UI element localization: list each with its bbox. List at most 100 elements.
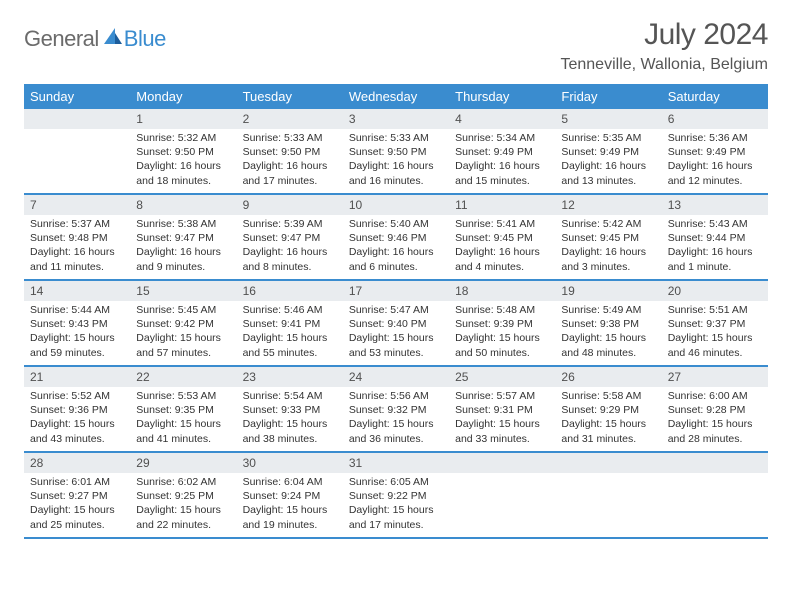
weeks-container: 1Sunrise: 5:32 AMSunset: 9:50 PMDaylight… <box>24 109 768 539</box>
day-detail: Sunrise: 5:47 AMSunset: 9:40 PMDaylight:… <box>343 301 449 364</box>
day-number: 17 <box>343 281 449 301</box>
day-cell: 18Sunrise: 5:48 AMSunset: 9:39 PMDayligh… <box>449 281 555 365</box>
day-detail: Sunrise: 5:56 AMSunset: 9:32 PMDaylight:… <box>343 387 449 450</box>
day-detail: Sunrise: 6:04 AMSunset: 9:24 PMDaylight:… <box>237 473 343 536</box>
day-cell: 30Sunrise: 6:04 AMSunset: 9:24 PMDayligh… <box>237 453 343 537</box>
day-number: 4 <box>449 109 555 129</box>
day-header: Monday <box>130 84 236 109</box>
day-cell <box>662 453 768 537</box>
day-detail: Sunrise: 5:49 AMSunset: 9:38 PMDaylight:… <box>555 301 661 364</box>
day-number: 25 <box>449 367 555 387</box>
day-detail: Sunrise: 5:57 AMSunset: 9:31 PMDaylight:… <box>449 387 555 450</box>
week-row: 21Sunrise: 5:52 AMSunset: 9:36 PMDayligh… <box>24 367 768 453</box>
day-number: 5 <box>555 109 661 129</box>
logo-triangle-icon <box>104 28 122 49</box>
day-cell: 27Sunrise: 6:00 AMSunset: 9:28 PMDayligh… <box>662 367 768 451</box>
day-cell: 21Sunrise: 5:52 AMSunset: 9:36 PMDayligh… <box>24 367 130 451</box>
day-cell: 19Sunrise: 5:49 AMSunset: 9:38 PMDayligh… <box>555 281 661 365</box>
day-number: 27 <box>662 367 768 387</box>
day-cell: 16Sunrise: 5:46 AMSunset: 9:41 PMDayligh… <box>237 281 343 365</box>
day-header: Wednesday <box>343 84 449 109</box>
day-detail: Sunrise: 6:00 AMSunset: 9:28 PMDaylight:… <box>662 387 768 450</box>
week-row: 28Sunrise: 6:01 AMSunset: 9:27 PMDayligh… <box>24 453 768 539</box>
day-number: 10 <box>343 195 449 215</box>
day-number: 20 <box>662 281 768 301</box>
day-detail: Sunrise: 5:35 AMSunset: 9:49 PMDaylight:… <box>555 129 661 192</box>
day-cell: 11Sunrise: 5:41 AMSunset: 9:45 PMDayligh… <box>449 195 555 279</box>
day-number: 11 <box>449 195 555 215</box>
week-row: 1Sunrise: 5:32 AMSunset: 9:50 PMDaylight… <box>24 109 768 195</box>
location: Tenneville, Wallonia, Belgium <box>560 56 768 74</box>
day-cell: 28Sunrise: 6:01 AMSunset: 9:27 PMDayligh… <box>24 453 130 537</box>
day-detail: Sunrise: 5:36 AMSunset: 9:49 PMDaylight:… <box>662 129 768 192</box>
day-cell: 13Sunrise: 5:43 AMSunset: 9:44 PMDayligh… <box>662 195 768 279</box>
day-detail: Sunrise: 5:52 AMSunset: 9:36 PMDaylight:… <box>24 387 130 450</box>
month-title: July 2024 <box>560 18 768 52</box>
day-detail: Sunrise: 6:01 AMSunset: 9:27 PMDaylight:… <box>24 473 130 536</box>
day-cell <box>555 453 661 537</box>
day-detail: Sunrise: 5:37 AMSunset: 9:48 PMDaylight:… <box>24 215 130 278</box>
day-detail: Sunrise: 5:40 AMSunset: 9:46 PMDaylight:… <box>343 215 449 278</box>
day-number: 7 <box>24 195 130 215</box>
day-cell: 2Sunrise: 5:33 AMSunset: 9:50 PMDaylight… <box>237 109 343 193</box>
day-cell: 3Sunrise: 5:33 AMSunset: 9:50 PMDaylight… <box>343 109 449 193</box>
day-number: 22 <box>130 367 236 387</box>
day-number: 21 <box>24 367 130 387</box>
day-header: Saturday <box>662 84 768 109</box>
day-number: 28 <box>24 453 130 473</box>
day-number: 30 <box>237 453 343 473</box>
day-header: Tuesday <box>237 84 343 109</box>
day-number: 2 <box>237 109 343 129</box>
day-cell: 4Sunrise: 5:34 AMSunset: 9:49 PMDaylight… <box>449 109 555 193</box>
day-number: 8 <box>130 195 236 215</box>
day-cell: 8Sunrise: 5:38 AMSunset: 9:47 PMDaylight… <box>130 195 236 279</box>
day-detail: Sunrise: 5:45 AMSunset: 9:42 PMDaylight:… <box>130 301 236 364</box>
day-cell: 5Sunrise: 5:35 AMSunset: 9:49 PMDaylight… <box>555 109 661 193</box>
week-row: 14Sunrise: 5:44 AMSunset: 9:43 PMDayligh… <box>24 281 768 367</box>
day-detail: Sunrise: 5:58 AMSunset: 9:29 PMDaylight:… <box>555 387 661 450</box>
day-detail: Sunrise: 6:02 AMSunset: 9:25 PMDaylight:… <box>130 473 236 536</box>
day-number-empty <box>449 453 555 473</box>
day-cell <box>449 453 555 537</box>
day-number: 29 <box>130 453 236 473</box>
day-detail: Sunrise: 5:38 AMSunset: 9:47 PMDaylight:… <box>130 215 236 278</box>
day-cell: 1Sunrise: 5:32 AMSunset: 9:50 PMDaylight… <box>130 109 236 193</box>
logo-text-blue: Blue <box>124 26 166 52</box>
day-detail: Sunrise: 5:34 AMSunset: 9:49 PMDaylight:… <box>449 129 555 192</box>
day-cell: 22Sunrise: 5:53 AMSunset: 9:35 PMDayligh… <box>130 367 236 451</box>
day-number: 15 <box>130 281 236 301</box>
day-detail: Sunrise: 5:41 AMSunset: 9:45 PMDaylight:… <box>449 215 555 278</box>
day-number: 13 <box>662 195 768 215</box>
page-header: General Blue July 2024 Tenneville, Wallo… <box>24 18 768 74</box>
day-detail: Sunrise: 6:05 AMSunset: 9:22 PMDaylight:… <box>343 473 449 536</box>
day-number-empty <box>662 453 768 473</box>
logo-text-general: General <box>24 26 99 52</box>
day-number: 9 <box>237 195 343 215</box>
day-number: 26 <box>555 367 661 387</box>
day-detail: Sunrise: 5:51 AMSunset: 9:37 PMDaylight:… <box>662 301 768 364</box>
day-cell: 23Sunrise: 5:54 AMSunset: 9:33 PMDayligh… <box>237 367 343 451</box>
calendar-page: General Blue July 2024 Tenneville, Wallo… <box>0 0 792 551</box>
day-number: 12 <box>555 195 661 215</box>
day-detail: Sunrise: 5:33 AMSunset: 9:50 PMDaylight:… <box>237 129 343 192</box>
day-detail: Sunrise: 5:39 AMSunset: 9:47 PMDaylight:… <box>237 215 343 278</box>
day-cell: 6Sunrise: 5:36 AMSunset: 9:49 PMDaylight… <box>662 109 768 193</box>
day-cell: 15Sunrise: 5:45 AMSunset: 9:42 PMDayligh… <box>130 281 236 365</box>
day-number: 23 <box>237 367 343 387</box>
day-number-empty <box>555 453 661 473</box>
day-detail: Sunrise: 5:43 AMSunset: 9:44 PMDaylight:… <box>662 215 768 278</box>
day-detail: Sunrise: 5:32 AMSunset: 9:50 PMDaylight:… <box>130 129 236 192</box>
day-header: Thursday <box>449 84 555 109</box>
day-cell: 9Sunrise: 5:39 AMSunset: 9:47 PMDaylight… <box>237 195 343 279</box>
day-detail: Sunrise: 5:46 AMSunset: 9:41 PMDaylight:… <box>237 301 343 364</box>
day-cell: 26Sunrise: 5:58 AMSunset: 9:29 PMDayligh… <box>555 367 661 451</box>
day-cell: 31Sunrise: 6:05 AMSunset: 9:22 PMDayligh… <box>343 453 449 537</box>
day-header-row: Sunday Monday Tuesday Wednesday Thursday… <box>24 84 768 109</box>
day-detail: Sunrise: 5:54 AMSunset: 9:33 PMDaylight:… <box>237 387 343 450</box>
title-block: July 2024 Tenneville, Wallonia, Belgium <box>560 18 768 74</box>
day-number-empty <box>24 109 130 129</box>
day-cell: 7Sunrise: 5:37 AMSunset: 9:48 PMDaylight… <box>24 195 130 279</box>
day-cell: 24Sunrise: 5:56 AMSunset: 9:32 PMDayligh… <box>343 367 449 451</box>
day-header: Friday <box>555 84 661 109</box>
day-cell <box>24 109 130 193</box>
